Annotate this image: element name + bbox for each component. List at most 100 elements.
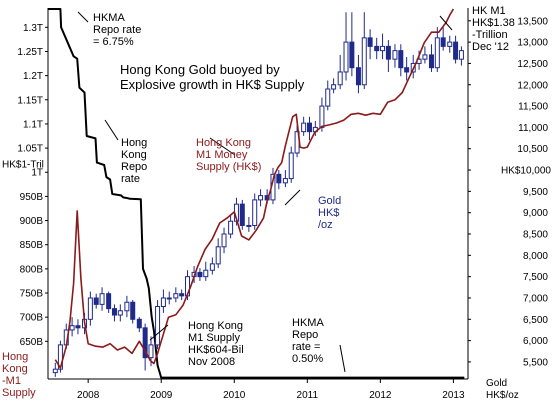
right-tick-label: 8,500 bbox=[523, 230, 548, 241]
gold-candle-body bbox=[75, 325, 81, 329]
annotation-line: Supply (HK$) bbox=[196, 161, 261, 173]
right-tick-label: 12,000 bbox=[517, 80, 548, 91]
annotation-line: Hong bbox=[121, 137, 147, 149]
left-tick-label: 800B bbox=[20, 264, 44, 275]
annotation-line: -Trillion bbox=[472, 29, 508, 41]
right-tick-label: 12,500 bbox=[517, 59, 548, 70]
annotation-pointer bbox=[209, 137, 236, 156]
gold-candle-body bbox=[87, 297, 93, 320]
right-axis-bottom-label-line: HK$/oz bbox=[486, 390, 519, 401]
left-tick-label: 1.05T bbox=[17, 144, 43, 155]
gold-candle-body bbox=[111, 308, 117, 316]
gold-candle-body bbox=[173, 293, 179, 299]
gold-candle-body bbox=[325, 88, 331, 107]
annotation-hkma-repo-low: HKMA Repo rate = 0.50% bbox=[292, 317, 324, 365]
right-tick-label: 5,500 bbox=[523, 357, 548, 368]
gold-candle-body bbox=[361, 37, 367, 86]
gold-candle-body bbox=[288, 152, 294, 180]
right-tick-label: 11,500 bbox=[518, 102, 548, 113]
right-tick-label: 13,500 bbox=[517, 16, 548, 27]
left-tick-label: 700B bbox=[20, 313, 44, 324]
repo-rate-line bbox=[48, 8, 465, 379]
annotation-line: Hong bbox=[2, 351, 28, 363]
left-tick-label: 850B bbox=[20, 240, 44, 251]
series-repo-rate bbox=[48, 8, 465, 379]
annotation-hk-m1-supply-label: Hong Kong M1 Money Supply (HK$) bbox=[196, 137, 261, 173]
gold-candle-body bbox=[380, 45, 386, 52]
left-axis-label: HK$1-Tril bbox=[2, 160, 44, 171]
left-tick-label: 1.15T bbox=[17, 95, 43, 106]
gold-candle-body bbox=[117, 310, 123, 316]
gold-candle-body bbox=[458, 50, 464, 60]
gold-candle-body bbox=[228, 220, 234, 235]
chart-title-line: Hong Kong Gold buoyed by bbox=[120, 62, 280, 77]
right-tick-label: 13,000 bbox=[517, 38, 548, 49]
gold-candle-body bbox=[166, 297, 172, 300]
gold-candle-body bbox=[160, 297, 166, 308]
right-axis-bottom-label-line: Gold bbox=[486, 378, 507, 389]
gold-candle-body bbox=[93, 297, 99, 305]
gold-candle-body bbox=[179, 293, 185, 297]
annotation-line: Supply bbox=[2, 387, 36, 399]
gold-candle-body bbox=[398, 50, 404, 69]
gold-candle-body bbox=[124, 301, 130, 312]
gold-candle-body bbox=[258, 195, 264, 201]
annotation-line: /oz bbox=[318, 219, 333, 231]
gold-candle-body bbox=[221, 233, 227, 248]
annotation-line: HK$ bbox=[318, 207, 339, 219]
annotation-hk-m1-now: HK M1 HK$1.38 -Trillion Dec '12 bbox=[472, 5, 515, 53]
annotation-pointer bbox=[284, 189, 301, 206]
annotation-line: HK$1.38 bbox=[472, 17, 515, 29]
right-tick-label: 10,500 bbox=[517, 144, 548, 155]
annotation-gold-label: Gold HK$/oz bbox=[318, 195, 341, 231]
annotation-hk-m1-bottom-left: Hong Kong -M1 Supply bbox=[2, 351, 36, 399]
right-tick-label: 9,000 bbox=[523, 208, 548, 219]
annotation-line: HKMA bbox=[292, 317, 324, 329]
x-axis-ticks: 2008 2009 2010 2011 2012 2013 bbox=[77, 379, 465, 401]
gold-candle-body bbox=[203, 269, 209, 278]
annotation-line: M1 Supply bbox=[188, 332, 240, 344]
series-gold-candles bbox=[52, 12, 464, 377]
gold-candle-body bbox=[306, 122, 312, 133]
left-tick-label: 1T bbox=[31, 168, 43, 179]
gold-candle-body bbox=[374, 45, 380, 52]
left-tick-label: 900B bbox=[20, 216, 44, 227]
gold-candle-body bbox=[252, 199, 258, 226]
annotations: Hong Kong Gold buoyed by Explosive growth… bbox=[2, 5, 515, 399]
gold-candle-body bbox=[282, 178, 288, 184]
gold-candle-body bbox=[148, 344, 154, 359]
series-m1-money-supply bbox=[54, 8, 455, 369]
gold-candle-body bbox=[385, 45, 391, 60]
x-tick-label: 2012 bbox=[369, 390, 392, 401]
right-axis-ticks: 5,500 6,000 6,500 7,000 7,500 8,000 8,500 9,000… bbox=[468, 16, 551, 401]
annotation-line: Repo bbox=[292, 329, 318, 341]
annotation-line: Repo rate bbox=[93, 24, 141, 36]
gold-candle-body bbox=[276, 173, 282, 184]
gold-candle-body bbox=[447, 41, 453, 47]
annotation-line: 0.50% bbox=[292, 353, 323, 365]
annotation-line: Kong bbox=[121, 149, 147, 161]
gold-candle-body bbox=[197, 271, 203, 278]
annotation-line: HK$604-Bil bbox=[188, 344, 244, 356]
gold-candle-body bbox=[130, 301, 136, 320]
gold-candle-body bbox=[392, 50, 398, 60]
right-tick-label: 11,000 bbox=[518, 123, 548, 134]
gold-candle-body bbox=[331, 84, 337, 90]
annotation-hk-m1-2008: Hong Kong M1 Supply HK$604-Bil Nov 2008 bbox=[188, 320, 244, 368]
annotation-pointers bbox=[77, 11, 453, 373]
x-tick-label: 2011 bbox=[297, 390, 319, 401]
right-axis-bottom-label: Gold HK$/oz bbox=[486, 378, 519, 401]
x-tick-label: 2013 bbox=[442, 390, 465, 401]
gold-candle-body bbox=[355, 67, 361, 86]
annotation-pointer bbox=[149, 324, 169, 341]
left-tick-label: 1.1T bbox=[23, 119, 43, 130]
left-tick-label: 950B bbox=[20, 192, 44, 203]
right-axis-label: HK$10,000 bbox=[501, 166, 551, 177]
right-tick-label: 6,500 bbox=[523, 315, 548, 326]
right-tick-label: 6,000 bbox=[523, 336, 548, 347]
annotation-line: -M1 bbox=[2, 375, 21, 387]
annotation-line: Hong Kong bbox=[196, 137, 251, 149]
annotation-line: Kong bbox=[2, 363, 28, 375]
right-tick-label: 9,500 bbox=[523, 187, 548, 198]
